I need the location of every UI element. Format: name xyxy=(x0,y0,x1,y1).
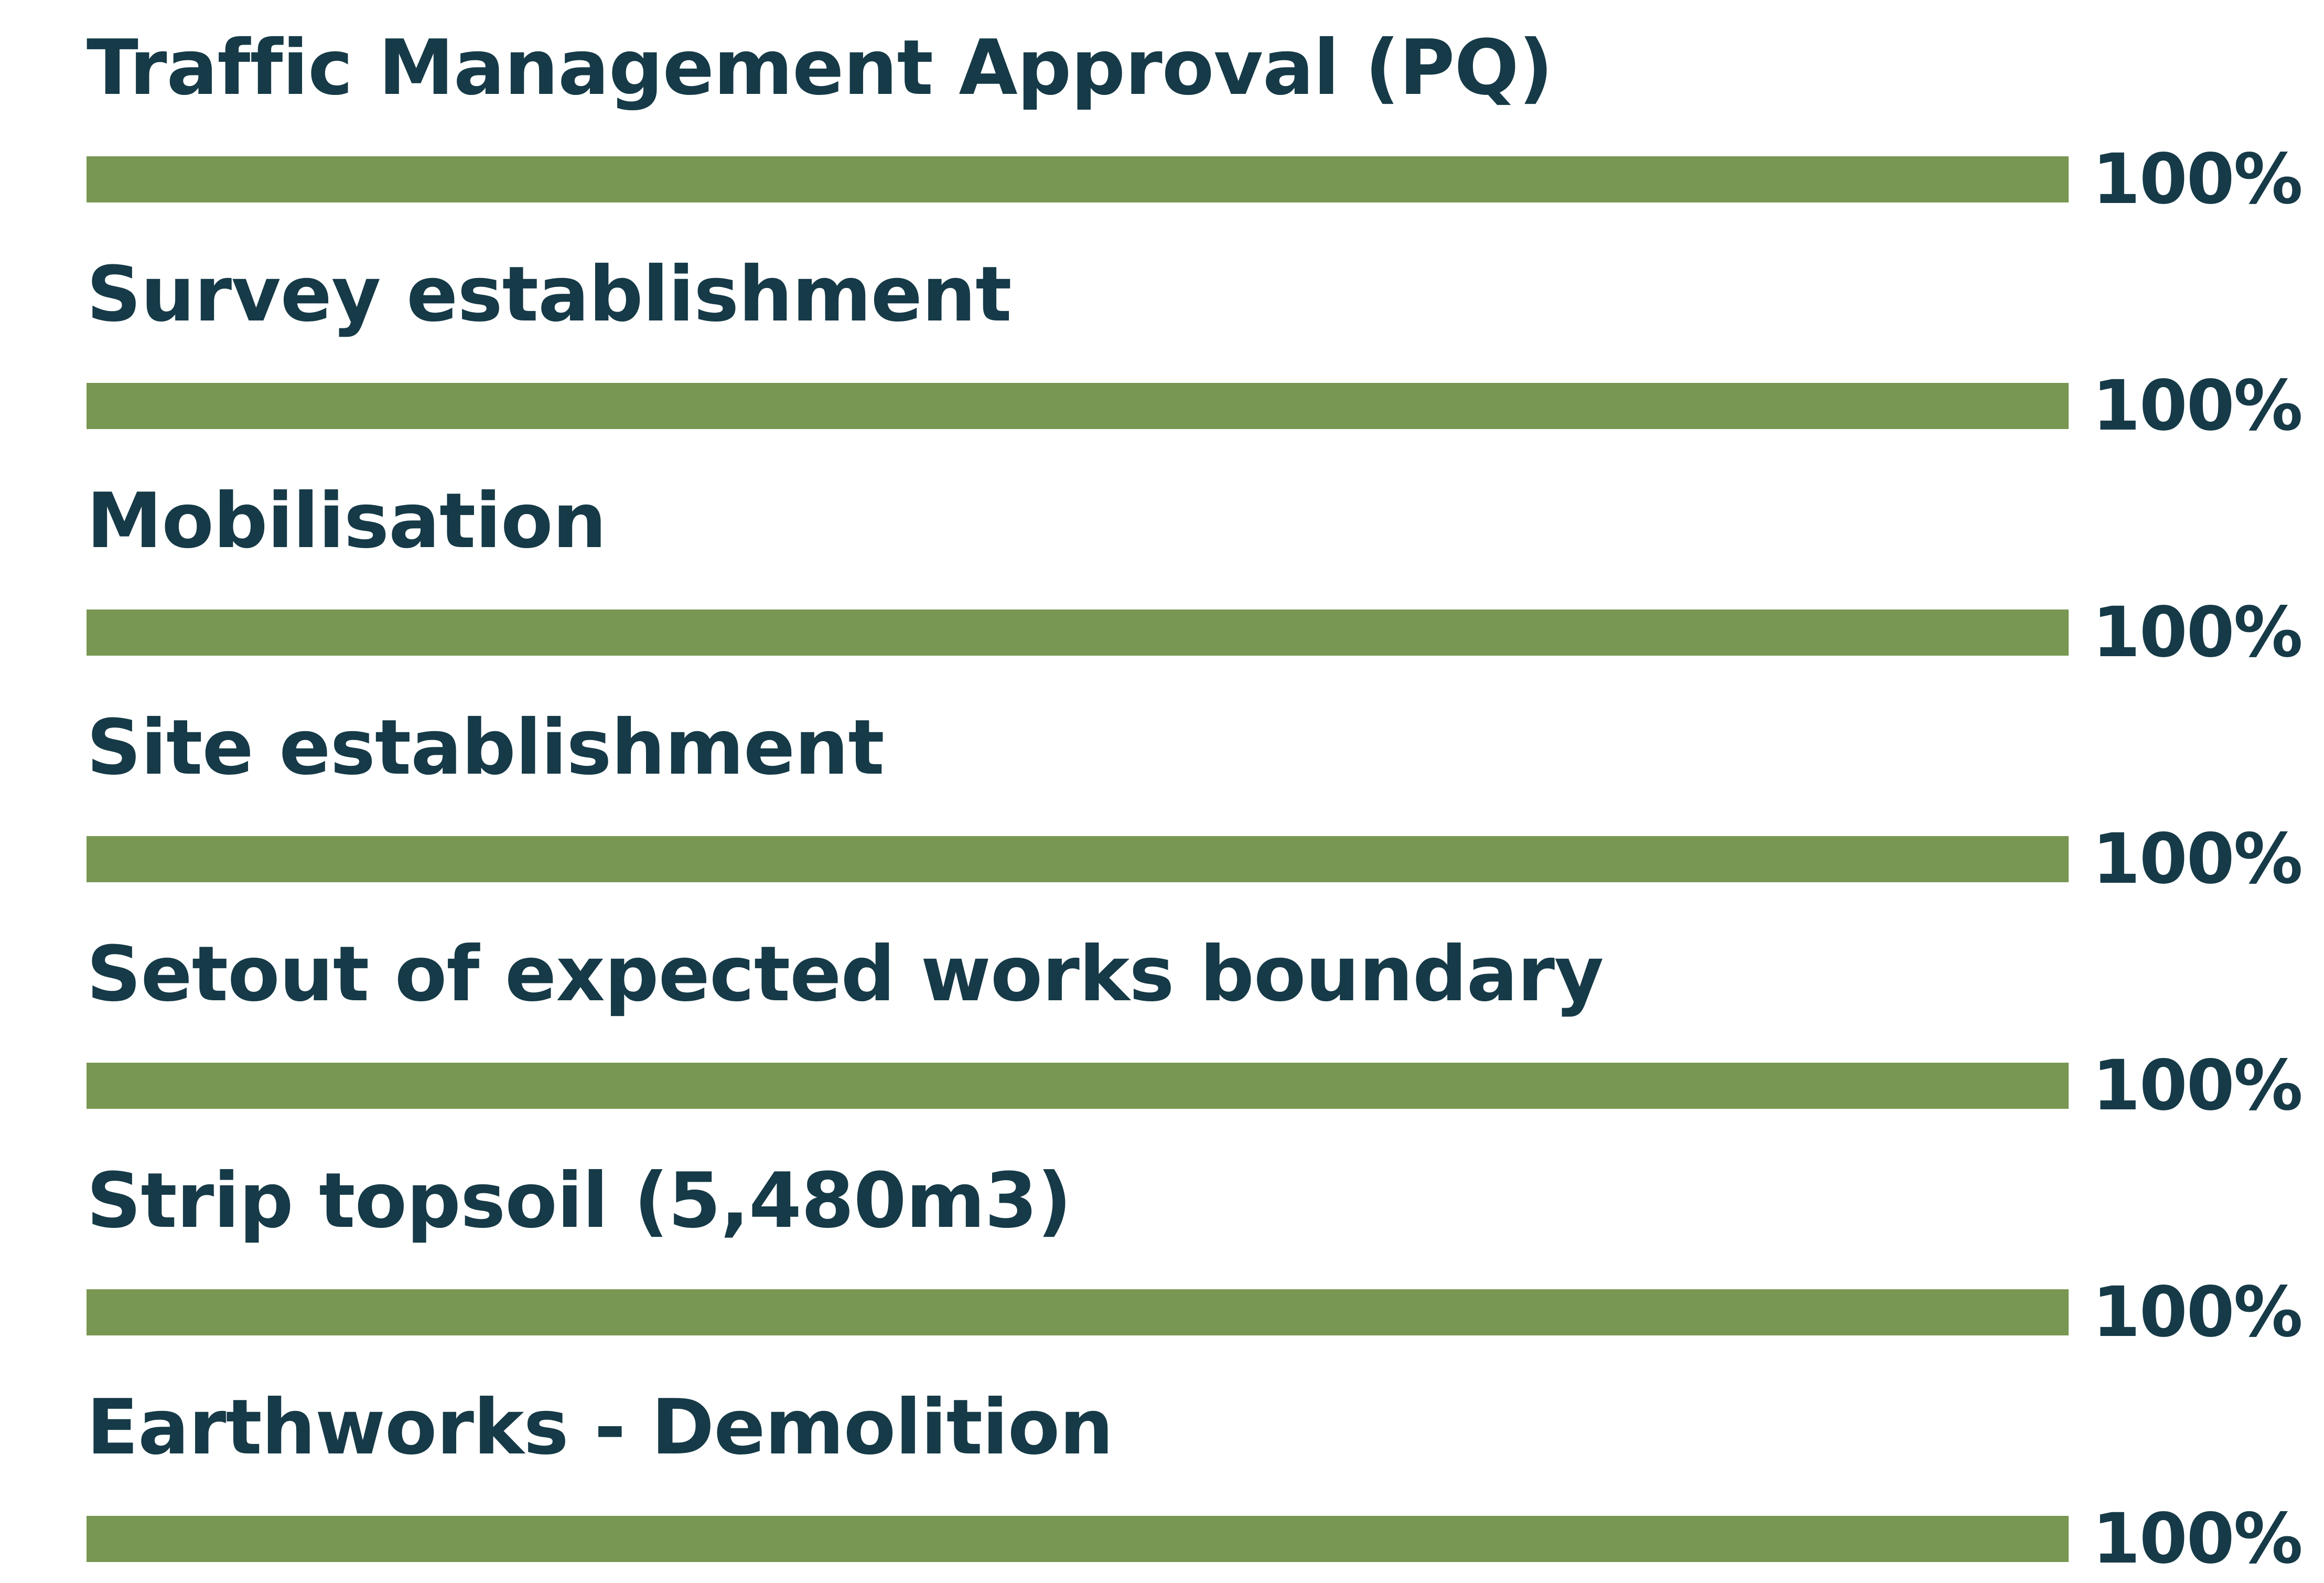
percent-label-traffic-management-approval-pq: 100% xyxy=(2092,139,2303,220)
progress-bar-track xyxy=(87,609,2069,656)
task-label-site-establishment: Site establishment xyxy=(87,703,885,792)
progress-bar-track xyxy=(87,383,2069,429)
percent-label-mobilisation: 100% xyxy=(2092,592,2303,673)
percent-label-strip-topsoil-5-480m3: 100% xyxy=(2092,1272,2303,1353)
progress-bar-fill-survey-establishment xyxy=(87,383,2069,429)
progress-bar-fill-strip-topsoil-5-480m3 xyxy=(87,1289,2069,1335)
task-label-earthworks-demolition: Earthworks - Demolition xyxy=(87,1383,1114,1472)
progress-bar-track xyxy=(87,1289,2069,1335)
progress-bar-fill-earthworks-demolition xyxy=(87,1516,2069,1562)
percent-label-setout-of-expected-works-boundary: 100% xyxy=(2092,1045,2303,1126)
task-label-survey-establishment: Survey establishment xyxy=(87,250,1012,339)
progress-bar-track xyxy=(87,1063,2069,1109)
progress-bar-fill-setout-of-expected-works-boundary xyxy=(87,1063,2069,1109)
percent-label-survey-establishment: 100% xyxy=(2092,366,2303,446)
progress-bar-track xyxy=(87,836,2069,882)
progress-bar-track xyxy=(87,156,2069,202)
task-label-setout-of-expected-works-boundary: Setout of expected works boundary xyxy=(87,930,1604,1019)
percent-label-site-establishment: 100% xyxy=(2092,819,2303,900)
progress-bar-fill-site-establishment xyxy=(87,836,2069,882)
task-label-strip-topsoil-5-480m3: Strip topsoil (5,480m3) xyxy=(87,1157,1072,1245)
progress-bar-fill-traffic-management-approval-pq xyxy=(87,156,2069,202)
task-label-traffic-management-approval-pq: Traffic Management Approval (PQ) xyxy=(87,24,1553,112)
percent-label-earthworks-demolition: 100% xyxy=(2092,1499,2303,1579)
task-label-mobilisation: Mobilisation xyxy=(87,477,607,565)
progress-bar-fill-mobilisation xyxy=(87,609,2069,656)
progress-bar-track xyxy=(87,1516,2069,1562)
